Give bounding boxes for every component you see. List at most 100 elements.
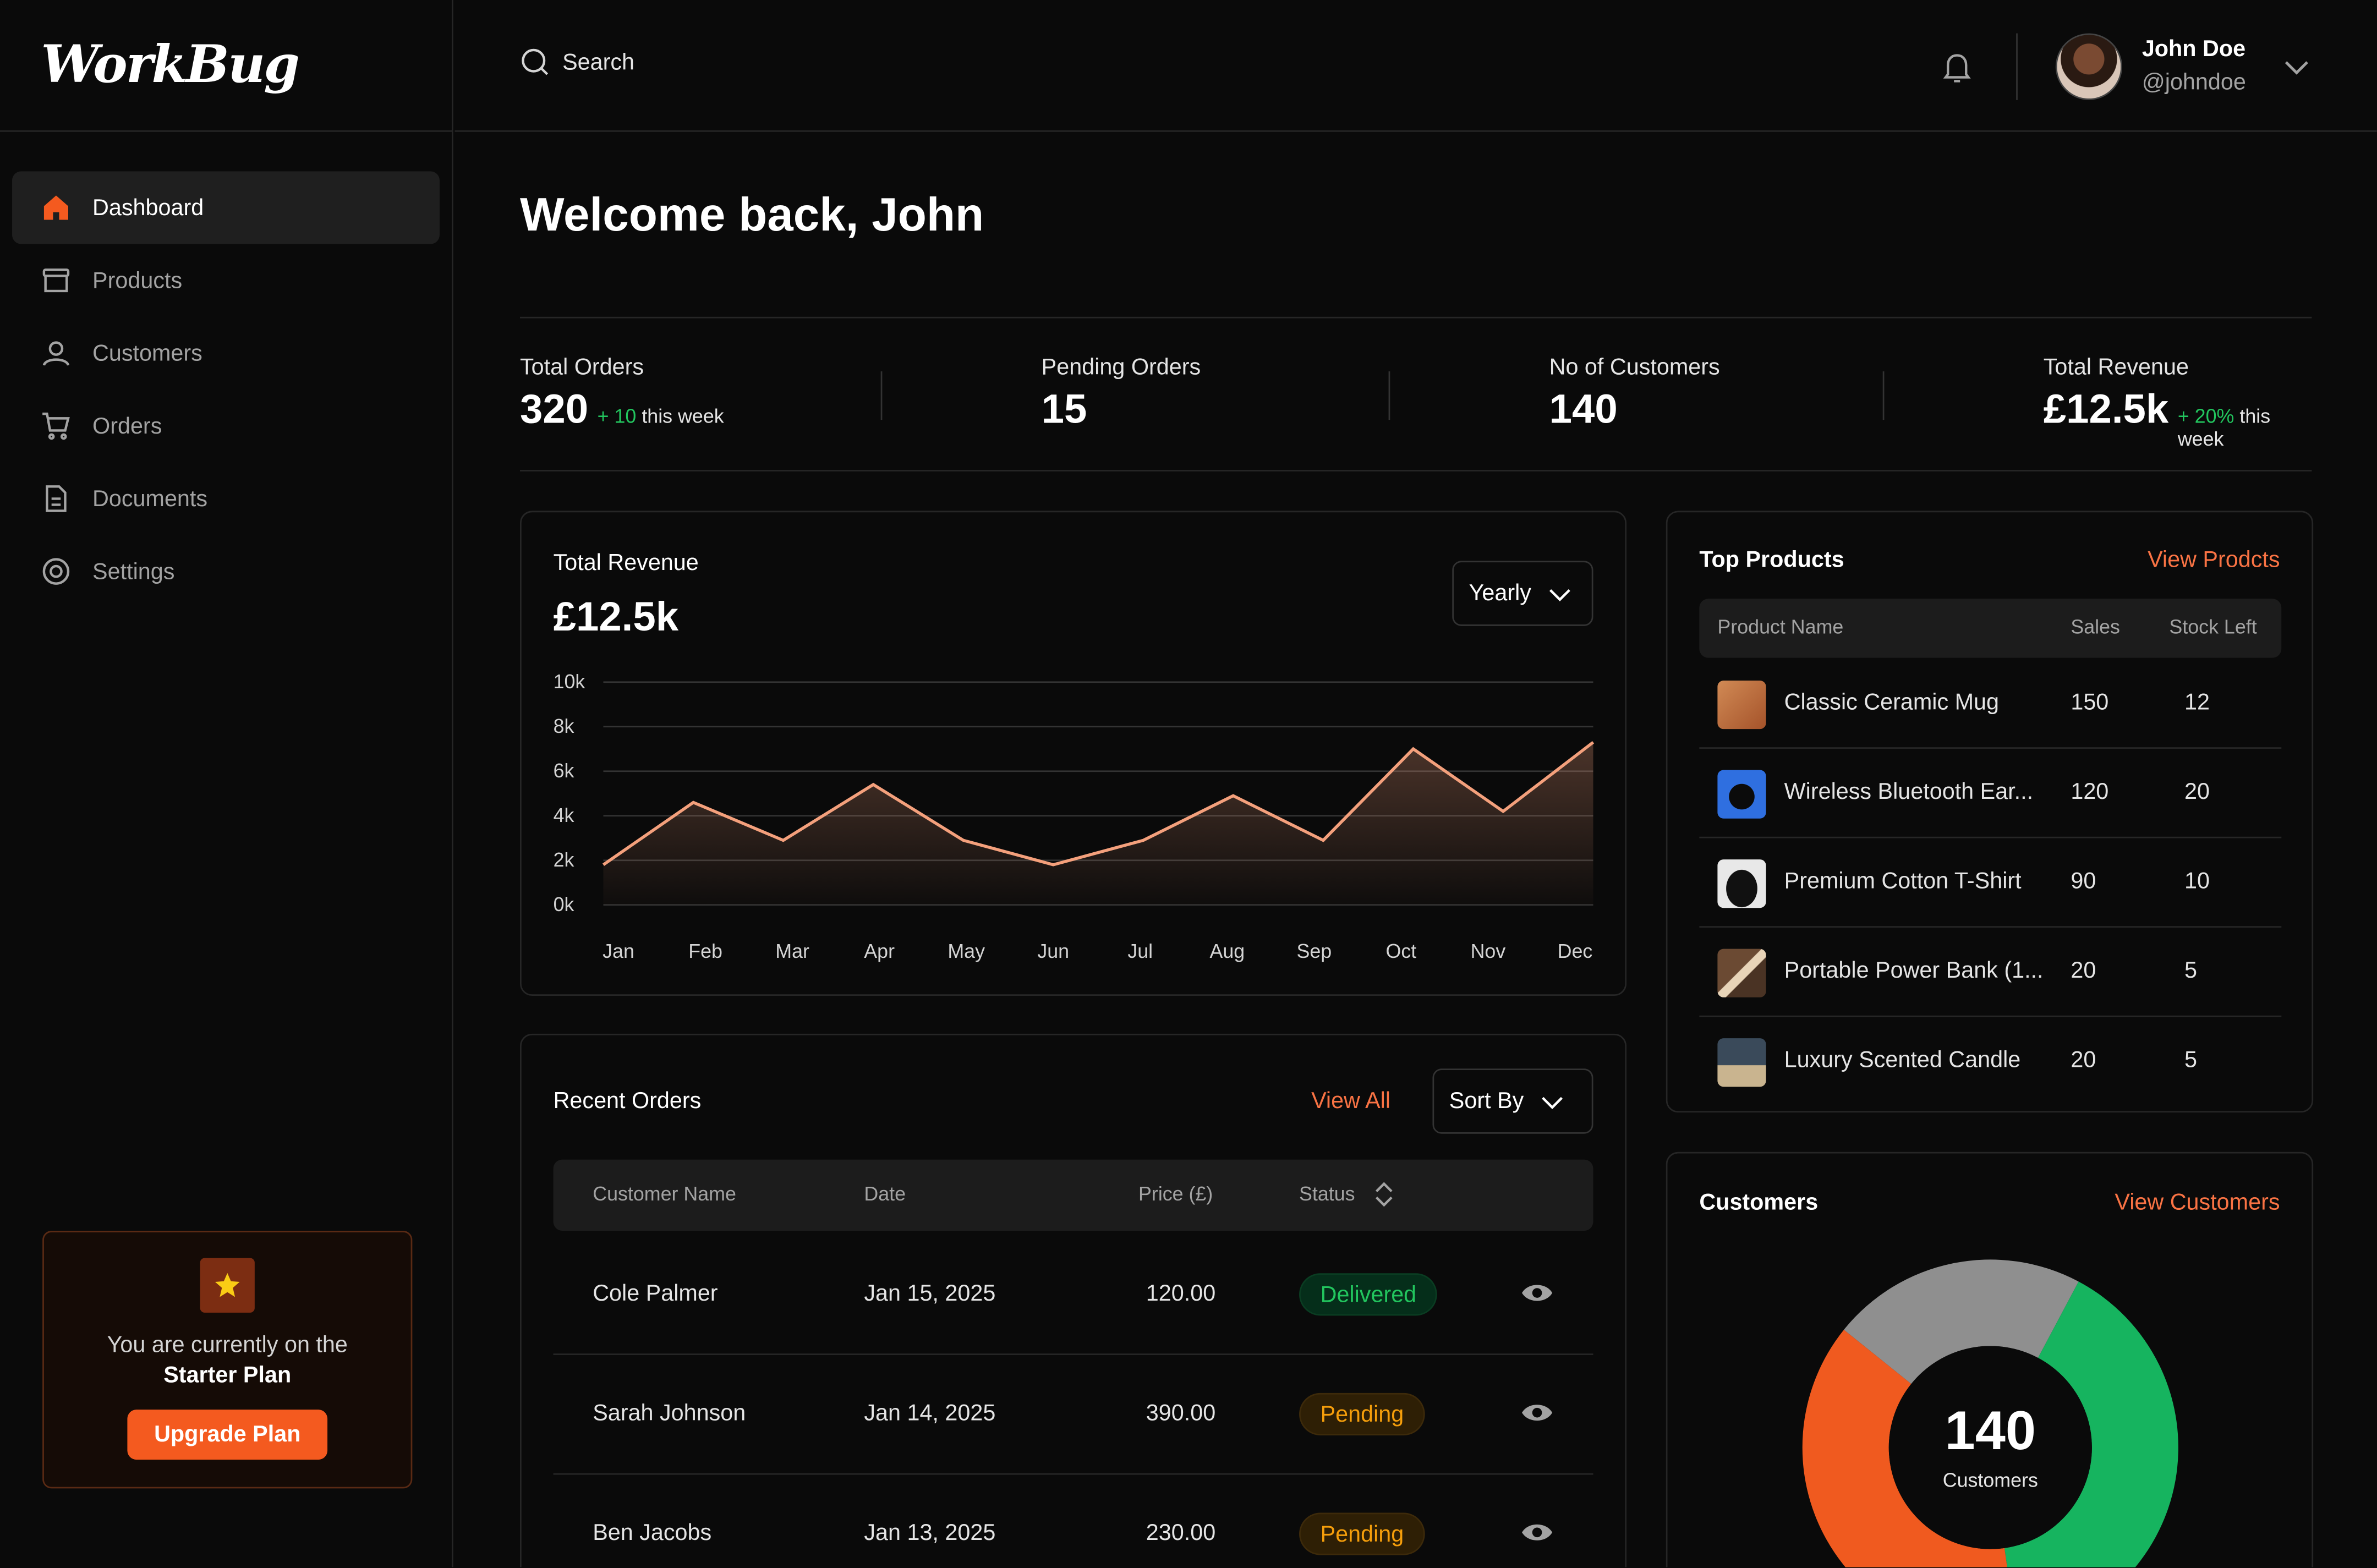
- order-price: 120.00: [1146, 1280, 1216, 1307]
- status-badge: Delivered: [1299, 1273, 1438, 1316]
- order-date: Jan 15, 2025: [864, 1280, 996, 1307]
- stat-divider: [1388, 371, 1390, 420]
- user-handle: @johndoe: [2142, 69, 2246, 96]
- plan-name: Starter Plan: [163, 1362, 292, 1389]
- chart-y-tick-label: 8k: [554, 715, 574, 737]
- stat-number: 320: [519, 386, 589, 432]
- document-icon: [40, 482, 73, 516]
- product-sales: 20: [2071, 958, 2096, 984]
- chart-x-tick-label: Dec: [1558, 940, 1593, 962]
- customers-total-label: Customers: [1942, 1468, 2038, 1492]
- sidebar-nav: Dashboard Products Customers Orders: [0, 132, 452, 608]
- stat-label: Total Revenue: [2043, 354, 2189, 381]
- customers-card: Customers View Customers 140 Customers: [1666, 1152, 2314, 1567]
- product-thumbnail: [1717, 949, 1766, 997]
- table-row[interactable]: Premium Cotton T-Shirt 90 10: [1699, 838, 2282, 928]
- product-name: Wireless Bluetooth Ear...: [1784, 779, 2034, 805]
- customers-donut-chart: [1802, 1259, 2178, 1567]
- table-row[interactable]: Classic Ceramic Mug 150 12: [1699, 659, 2282, 749]
- page-title: Welcome back, John: [519, 188, 984, 242]
- stat-label: Pending Orders: [1041, 354, 1201, 381]
- user-name: John Doe: [2142, 36, 2246, 62]
- table-row[interactable]: Luxury Scented Candle 20 5: [1699, 1017, 2281, 1107]
- stat-value: 15: [1042, 387, 1201, 434]
- column-header: Customer Name: [593, 1182, 736, 1205]
- chart-x-tick-label: Aug: [1209, 940, 1245, 962]
- table-row[interactable]: Ben Jacobs Jan 13, 2025 230.00 Pending: [554, 1475, 1593, 1567]
- recent-orders-title: Recent Orders: [553, 1088, 702, 1114]
- chevron-down-icon: [1539, 1088, 1567, 1115]
- chart-x-tick-label: Oct: [1386, 940, 1417, 962]
- view-all-link[interactable]: View All: [1311, 1088, 1391, 1114]
- plan-description: You are currently on the: [107, 1332, 348, 1358]
- sidebar-item-label: Products: [92, 267, 183, 294]
- eye-icon[interactable]: [1520, 1520, 1554, 1550]
- column-header: Price (£): [1138, 1182, 1213, 1205]
- order-price: 390.00: [1146, 1400, 1216, 1427]
- chevron-down-icon[interactable]: [2281, 52, 2312, 90]
- eye-icon[interactable]: [1520, 1281, 1554, 1311]
- order-date: Jan 13, 2025: [864, 1520, 996, 1547]
- chevron-down-icon: [1546, 580, 1574, 607]
- search-box[interactable]: Search: [520, 47, 634, 77]
- sidebar-item-settings[interactable]: Settings: [12, 535, 440, 608]
- orders-table-header: Customer Name Date Price (£) Status: [553, 1159, 1593, 1231]
- product-sales: 120: [2071, 779, 2109, 805]
- logo-area: WorkBug: [0, 0, 452, 132]
- chart-y-tick-label: 6k: [554, 760, 574, 782]
- stats-bar: Total Orders 320 + 10 this week Pending …: [519, 316, 2312, 472]
- view-products-link[interactable]: View Prodcts: [2148, 547, 2280, 573]
- table-row[interactable]: Cole Palmer Jan 15, 2025 120.00 Delivere…: [553, 1235, 1593, 1355]
- sidebar-item-products[interactable]: Products: [12, 244, 440, 317]
- stat-label: No of Customers: [1549, 354, 1720, 381]
- cart-icon: [40, 409, 73, 443]
- eye-icon[interactable]: [1520, 1401, 1554, 1431]
- star-icon: [200, 1258, 255, 1313]
- sort-icon[interactable]: [1372, 1179, 1396, 1214]
- chart-x-tick-label: Jan: [603, 940, 634, 962]
- table-row[interactable]: Sarah Johnson Jan 14, 2025 390.00 Pendin…: [553, 1355, 1593, 1475]
- sort-by-select[interactable]: Sort By: [1432, 1068, 1593, 1134]
- upgrade-plan-button[interactable]: Upgrade Plan: [127, 1410, 328, 1460]
- donut-hole: [1888, 1346, 2092, 1549]
- sidebar-item-documents[interactable]: Documents: [12, 462, 440, 535]
- order-customer: Ben Jacobs: [593, 1520, 712, 1547]
- avatar[interactable]: [2055, 33, 2123, 100]
- table-row[interactable]: Wireless Bluetooth Ear... 120 20: [1699, 749, 2282, 838]
- sidebar-item-label: Customers: [92, 340, 202, 366]
- chart-series-line: [602, 741, 1595, 867]
- stat-customers: No of Customers 140: [1549, 355, 1720, 434]
- stat-total-revenue: Total Revenue £12.5k + 20% this week: [2044, 355, 2312, 451]
- workbug-logo[interactable]: WorkBug: [41, 35, 300, 96]
- table-row[interactable]: Portable Power Bank (1... 20 5: [1699, 928, 2282, 1017]
- sidebar-item-label: Settings: [92, 558, 175, 585]
- donut-slice: [1802, 1329, 2007, 1567]
- chart-y-tick-label: 0k: [554, 893, 574, 915]
- chart-area: [603, 742, 1593, 905]
- revenue-title: Total Revenue: [553, 550, 699, 576]
- sidebar-item-orders[interactable]: Orders: [12, 390, 440, 462]
- sidebar-item-customers[interactable]: Customers: [12, 317, 440, 390]
- product-name: Classic Ceramic Mug: [1784, 689, 2000, 716]
- product-stock: 20: [2184, 779, 2210, 805]
- stat-number: 140: [1549, 386, 1618, 432]
- donut-slice: [1844, 1259, 2079, 1384]
- stat-value: 320 + 10 this week: [520, 387, 724, 434]
- top-products-card: Top Products View Prodcts Product Name S…: [1666, 511, 2314, 1113]
- stat-label: Total Orders: [519, 354, 644, 381]
- sidebar-item-dashboard[interactable]: Dashboard: [12, 171, 440, 244]
- stat-total-orders: Total Orders 320 + 10 this week: [520, 355, 724, 434]
- column-header: Stock Left: [2169, 615, 2257, 638]
- period-select[interactable]: Yearly: [1452, 561, 1593, 626]
- chart-x-tick-label: Apr: [864, 940, 895, 962]
- chart-x-tick-label: Nov: [1471, 940, 1506, 962]
- bell-icon[interactable]: [1939, 48, 1975, 92]
- stat-delta-suffix: this week: [642, 404, 724, 427]
- view-customers-link[interactable]: View Customers: [2115, 1189, 2280, 1216]
- stat-divider: [1882, 371, 1885, 420]
- stat-value: 140: [1549, 387, 1720, 434]
- chart-x-tick-label: Jul: [1127, 940, 1153, 962]
- revenue-amount: £12.5k: [553, 594, 679, 640]
- period-select-value: Yearly: [1469, 580, 1531, 606]
- stat-delta: + 10 this week: [598, 405, 724, 427]
